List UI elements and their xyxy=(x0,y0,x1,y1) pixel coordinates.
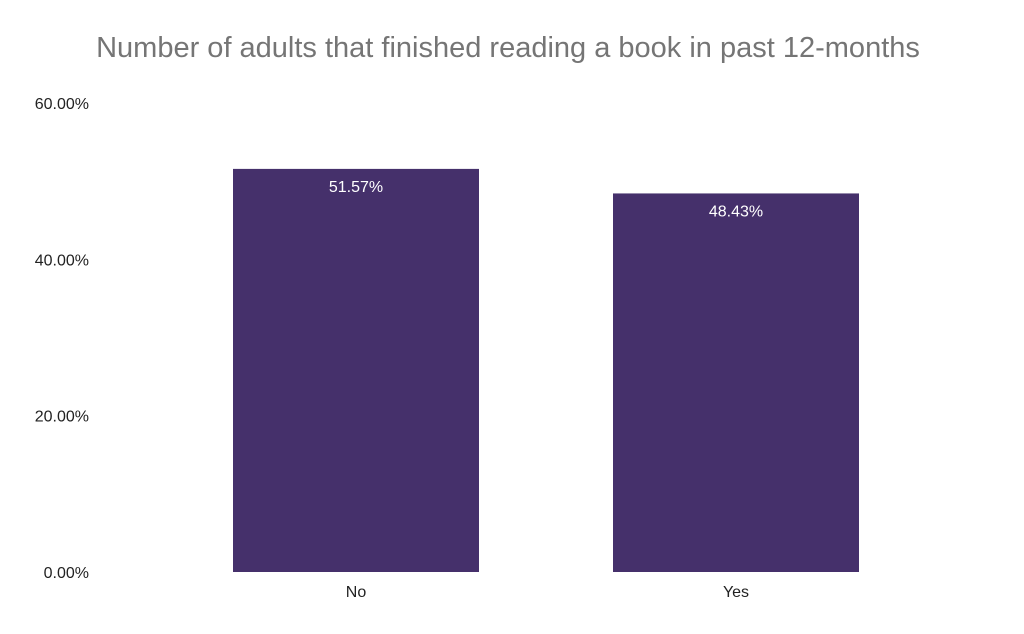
data-label: 48.43% xyxy=(709,203,763,220)
bar-yes xyxy=(613,193,859,572)
bar-series: 51.57% 48.43% xyxy=(233,168,859,572)
x-axis-categories: No Yes xyxy=(346,584,749,601)
chart-title: Number of adults that finished reading a… xyxy=(96,32,920,64)
y-tick-label: 0.00% xyxy=(44,565,89,582)
x-category-label: Yes xyxy=(723,584,749,601)
y-tick-label: 20.00% xyxy=(35,409,89,426)
bar-no xyxy=(233,168,479,572)
y-tick-label: 60.00% xyxy=(35,96,89,113)
y-tick-label: 40.00% xyxy=(35,252,89,269)
y-axis-ticks: 0.00% 20.00% 40.00% 60.00% xyxy=(35,96,89,582)
x-category-label: No xyxy=(346,584,367,601)
data-label: 51.57% xyxy=(329,179,383,196)
